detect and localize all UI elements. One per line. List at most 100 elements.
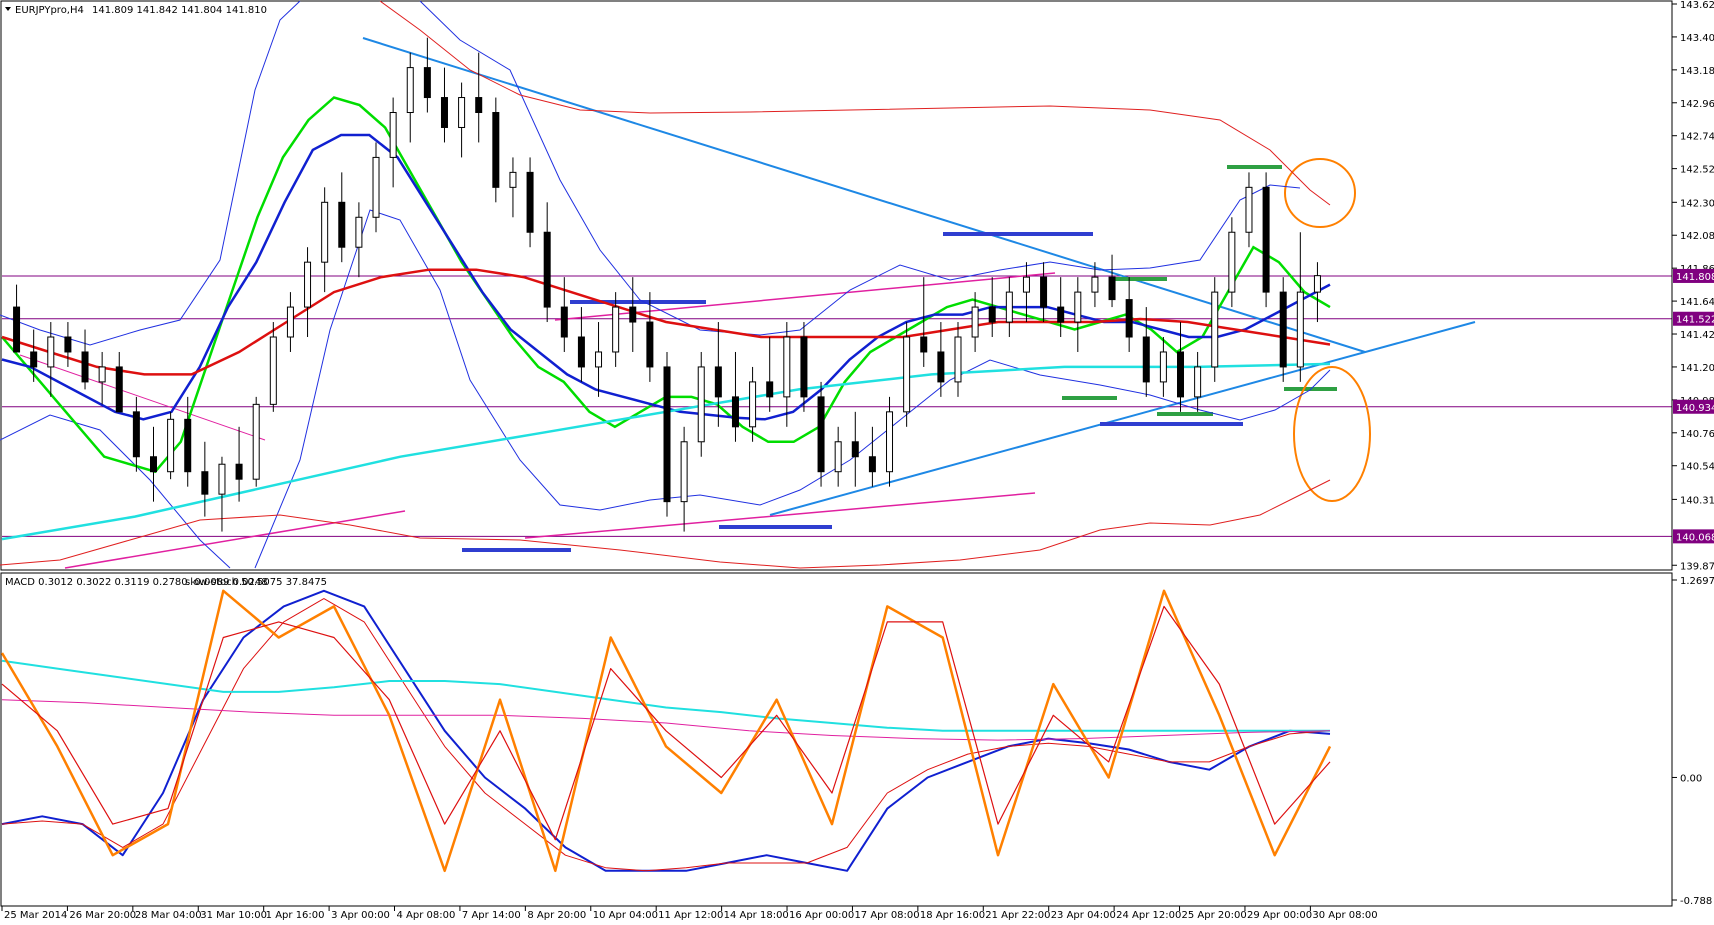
time-tick-label: 30 Apr 08:00 [1312, 910, 1377, 921]
candle [1108, 254, 1116, 308]
candle-body [201, 471, 209, 495]
candle [1245, 172, 1253, 248]
price-level-tag-label: 141.522 [1676, 315, 1714, 326]
time-tick-label: 17 Apr 08:00 [854, 910, 919, 921]
candle [47, 322, 55, 397]
ema-slow-line [1, 268, 1331, 376]
candle-body [492, 112, 500, 188]
candle-body [595, 351, 603, 368]
candle-body [783, 336, 791, 398]
candle-body [817, 396, 825, 473]
macd-info: MACD 0.3012 0.3022 0.3119 0.2780 -0.0089… [5, 577, 268, 588]
candle-body [132, 411, 140, 458]
candle [714, 322, 722, 427]
time-tick-label: 25 Apr 20:00 [1182, 910, 1247, 921]
price-tick-label: 142.745 [1680, 132, 1714, 143]
candle-body [1091, 276, 1099, 293]
annotation-circle-bottom [1293, 366, 1371, 502]
price-level-tag [1673, 268, 1714, 283]
candle-body [612, 306, 620, 353]
candle [800, 322, 808, 412]
envelope-bands [0, 0, 1331, 569]
candle [269, 322, 277, 412]
candle-body [920, 336, 928, 353]
candle-body [886, 411, 894, 473]
candle [1228, 217, 1236, 308]
candle-body [577, 336, 585, 368]
candle [304, 247, 312, 338]
macd-main-line [1, 589, 1331, 872]
stoch-info: slow-stoch 50.5075 37.8475 [185, 577, 327, 588]
candle-body [1296, 291, 1304, 368]
candle [184, 396, 192, 487]
price-tick-label: 141.420 [1680, 330, 1714, 341]
candle [766, 337, 774, 412]
candle-body [321, 201, 329, 263]
candle [749, 366, 757, 442]
bollinger-upper-band [0, 0, 1301, 346]
candle-body [1108, 276, 1116, 301]
time-tick-label: 11 Apr 12:00 [658, 910, 723, 921]
time-tick-label: 10 Apr 04:00 [593, 910, 658, 921]
price-level-tag-label: 141.808 [1676, 272, 1714, 283]
annotation-circles [1284, 158, 1371, 502]
candle [475, 52, 483, 143]
price-level-tag [1673, 311, 1714, 326]
candle [1142, 307, 1150, 397]
candle-body [954, 336, 962, 383]
candle [167, 411, 175, 480]
candle-body [731, 396, 739, 428]
time-tick-label: 29 Apr 00:00 [1247, 910, 1312, 921]
trend-line-pink-short [19, 354, 266, 441]
candle-body [406, 67, 414, 114]
candle [920, 277, 928, 367]
candle-body [167, 418, 175, 473]
time-tick-label: 23 Apr 04:00 [1051, 910, 1116, 921]
candle-body [766, 381, 774, 398]
candle-body [184, 418, 192, 473]
candle [783, 322, 791, 427]
candle [1159, 337, 1167, 397]
candle [1022, 262, 1030, 323]
price-tick-label: 140.760 [1680, 429, 1714, 440]
candle [834, 426, 842, 487]
price-levels [2, 275, 1672, 537]
candle [851, 411, 859, 487]
candles [13, 37, 1321, 532]
time-tick-label: 1 Apr 16:00 [266, 910, 325, 921]
candle-body [372, 156, 380, 218]
candle [954, 322, 962, 397]
time-tick-label: 16 Apr 00:00 [789, 910, 854, 921]
candle [1074, 277, 1082, 352]
candle [646, 292, 654, 382]
candle-body [988, 306, 996, 323]
envelope-upper [379, 0, 1331, 206]
price-tick-label: 142.080 [1680, 231, 1714, 242]
bollinger-lower-band [0, 209, 1331, 569]
envelope-lower [0, 479, 1331, 569]
macd-tick-label: 1.2697 [1680, 576, 1714, 587]
trend-line-blue-upper [362, 37, 1366, 353]
candle-body [304, 261, 312, 308]
price-tick-label: 143.625 [1680, 0, 1714, 11]
price-level-tag-label: 140.068 [1676, 532, 1714, 543]
candle-body [81, 351, 89, 383]
macd-tick-label: 0.00 [1680, 773, 1702, 784]
macd-panel-frame [0, 572, 1673, 907]
candle [1262, 172, 1270, 308]
time-tick-label: 28 Mar 04:00 [135, 910, 202, 921]
candle [286, 292, 294, 352]
candle [115, 351, 123, 413]
candle [81, 329, 89, 390]
candle-body [355, 216, 363, 248]
price-tick-label: 142.300 [1680, 198, 1714, 209]
candle-body [149, 456, 157, 473]
candle-body [1022, 276, 1030, 293]
candle [218, 456, 226, 532]
candle-body [218, 463, 226, 495]
candle [252, 396, 260, 487]
candle [389, 97, 397, 188]
marker-bars [462, 165, 1337, 552]
candle [355, 202, 363, 278]
